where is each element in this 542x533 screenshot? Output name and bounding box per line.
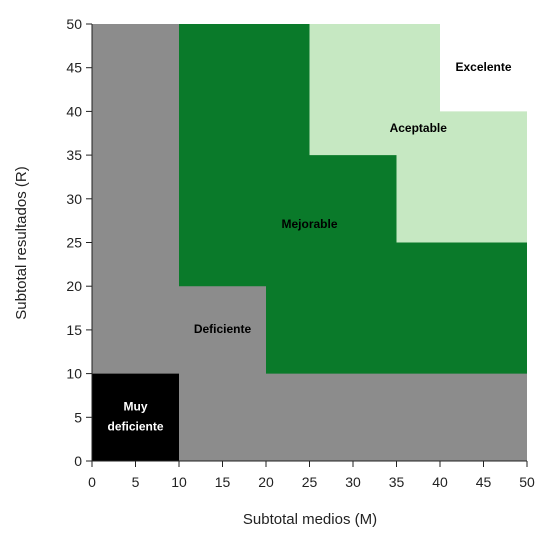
region-label-excelente: Excelente (455, 60, 511, 74)
y-tick-label: 10 (66, 366, 82, 382)
region-label-deficiente: Deficiente (194, 322, 252, 336)
y-tick-label: 20 (66, 278, 82, 294)
x-tick-label: 15 (215, 474, 231, 490)
x-tick-label: 30 (345, 474, 361, 490)
x-tick-label: 0 (88, 474, 96, 490)
y-tick-label: 5 (74, 409, 82, 425)
y-tick-label: 0 (74, 453, 82, 469)
x-tick-label: 10 (171, 474, 187, 490)
y-tick-label: 35 (66, 147, 82, 163)
x-tick-label: 50 (519, 474, 535, 490)
x-tick-label: 35 (389, 474, 405, 490)
x-tick-label: 5 (132, 474, 140, 490)
y-tick-label: 45 (66, 60, 82, 76)
x-tick-label: 45 (476, 474, 492, 490)
x-tick-label: 20 (258, 474, 274, 490)
y-tick-label: 30 (66, 191, 82, 207)
region-label-mejorable: Mejorable (281, 217, 337, 231)
y-tick-label: 25 (66, 235, 82, 251)
x-axis-label: Subtotal medios (M) (243, 511, 377, 528)
y-tick-label: 50 (66, 16, 82, 32)
region-labels: Deficiente Mejorable Aceptable Excelente Muy… (107, 60, 511, 434)
region-muy-deficiente (92, 373, 179, 461)
y-axis-ticks: 0 5 10 15 20 25 30 35 40 45 50 (66, 16, 92, 469)
y-tick-label: 15 (66, 322, 82, 338)
x-axis-ticks: 0 5 10 15 20 25 30 35 40 45 50 (88, 461, 535, 490)
x-tick-label: 25 (302, 474, 318, 490)
region-label-muy-deficiente: Muy deficiente (107, 399, 163, 433)
x-tick-label: 40 (432, 474, 448, 490)
region-excelente (440, 24, 527, 112)
region-label-aceptable: Aceptable (390, 121, 448, 135)
chart-regions (92, 24, 527, 461)
y-tick-label: 40 (66, 103, 82, 119)
y-axis-label: Subtotal resultados (R) (13, 166, 30, 319)
